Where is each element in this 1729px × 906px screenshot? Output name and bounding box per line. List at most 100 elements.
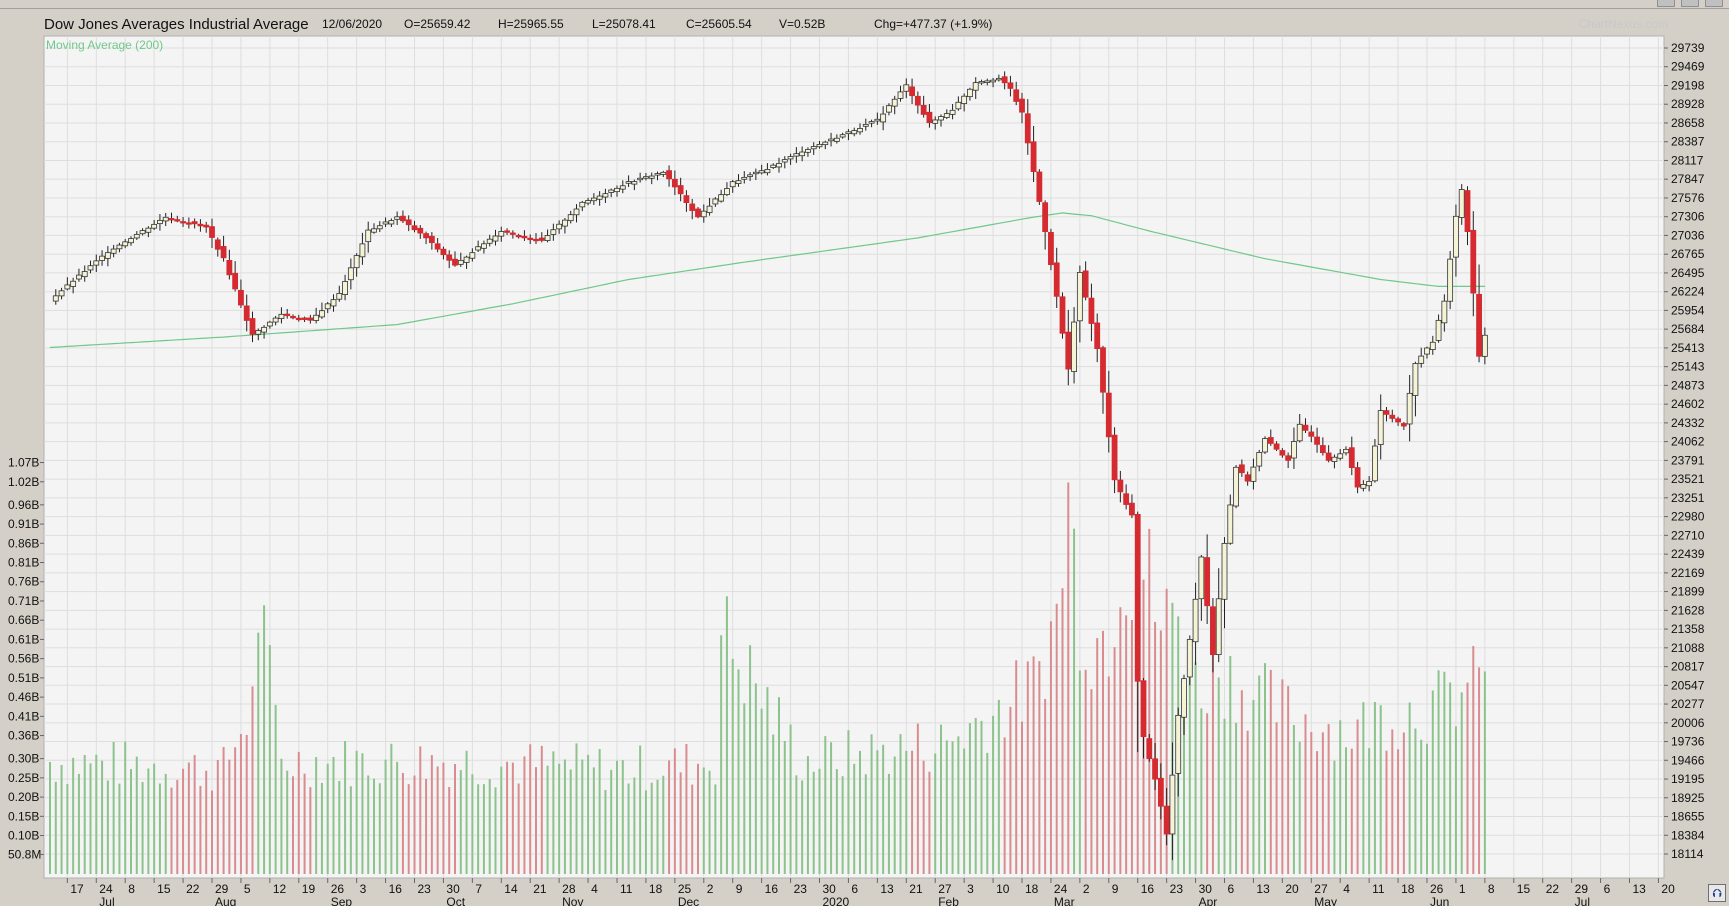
volume-tick-label: 0.56B [8,652,39,666]
price-tick-label: 20547 [1671,678,1705,692]
price-tick-label: 18925 [1671,791,1705,805]
candle-body [660,171,667,175]
candle-body [417,227,424,234]
month-tick-label: Jun [1430,895,1449,906]
minimize-icon[interactable] [1657,0,1675,7]
candle-body [469,252,476,259]
plot-area[interactable] [43,35,1665,879]
price-tick-label: 23521 [1671,472,1705,486]
month-tick-label: Dec [678,895,699,906]
candle-body [897,91,904,99]
candle-body [376,225,383,230]
candle-body [428,235,435,244]
month-tick-label: Oct [446,895,465,906]
candle-body [891,98,898,107]
date-tick-label: 27 [938,882,952,896]
stock-chart[interactable]: 2973929469291982892828658283872811727847… [0,8,1729,906]
candle-body [735,180,742,184]
volume-tick-label: 50.8M [8,847,41,861]
price-tick-label: 22980 [1671,510,1705,524]
candle-body [1348,447,1355,468]
candle-body [1105,392,1112,438]
candle-body [1088,297,1095,324]
candle-body [1030,141,1037,173]
price-tick-label: 19466 [1671,753,1705,767]
candle-body [509,232,516,235]
candle-body [1331,456,1338,462]
date-tick-label: 15 [1517,882,1531,896]
candle-body [255,330,262,335]
price-tick-label: 18384 [1671,828,1705,842]
header-volume: V=0.52B [779,17,825,31]
maximize-icon[interactable] [1681,0,1699,7]
candle-body [562,219,568,227]
date-tick-label: 21 [909,882,923,896]
price-tick-label: 27847 [1671,172,1705,186]
window-controls[interactable] [1657,0,1723,7]
candle-body [243,305,250,321]
month-tick-label: Apr [1199,895,1218,906]
candle-body [272,317,279,323]
candle-body [220,246,227,259]
candle-body [1215,598,1222,656]
candle-body [1395,418,1401,423]
month-tick-label: Jul [99,895,114,906]
candle-body [128,238,134,244]
candle-body [666,170,672,180]
candle-body [654,173,661,176]
candle-body [76,274,82,280]
candle-body [747,174,753,177]
candle-body [995,77,1002,81]
candle-body [446,254,453,261]
month-tick-label: Aug [215,895,236,906]
candle-body [1325,452,1332,461]
date-tick-label: 23 [794,882,808,896]
candle-body [232,272,239,290]
candle-body [157,219,163,225]
candle-body [845,131,852,135]
candle-body [1314,436,1320,445]
window-title-strip [0,0,1729,9]
date-tick-label: 22 [186,882,200,896]
candle-body [319,310,325,318]
volume-tick-label: 0.86B [8,536,39,550]
date-tick-label: 5 [244,882,251,896]
candle-body [486,238,493,244]
candle-body [405,219,412,226]
candle-body [1435,319,1442,341]
candle-body [724,188,730,196]
candle-body [133,234,140,239]
candle-body [1042,202,1049,232]
candle-body [313,314,320,321]
date-tick-label: 2 [1083,882,1090,896]
candle-body [457,259,464,265]
date-tick-label: 29 [215,882,229,896]
candle-body [1319,445,1326,454]
close-icon[interactable] [1705,0,1723,7]
candle-body [1117,479,1124,493]
candle-body [903,84,910,92]
price-tick-label: 21899 [1671,585,1705,599]
price-tick-label: 29469 [1671,60,1705,74]
scroll-up-button[interactable]: ⮉ [1708,884,1726,902]
indicator-label[interactable]: Moving Average (200) [46,38,163,52]
candle-body [1210,606,1216,656]
candle-body [1181,678,1187,718]
candle-body [1389,414,1396,419]
candle-body [579,201,586,208]
candle-body [1140,680,1147,738]
month-tick-label: 2020 [823,895,850,906]
volume-tick-label: 1.07B [8,456,39,470]
date-tick-label: 30 [446,882,460,896]
date-tick-label: 30 [1199,882,1213,896]
candle-body [585,200,591,204]
candle-body [116,244,123,250]
header-open: O=25659.42 [404,17,471,31]
candle-body [573,208,580,216]
price-tick-label: 19736 [1671,735,1705,749]
candle-body [365,229,372,243]
date-tick-label: 9 [1112,882,1119,896]
candle-body [191,221,198,225]
month-tick-label: Nov [562,895,583,906]
candle-body [758,170,765,174]
